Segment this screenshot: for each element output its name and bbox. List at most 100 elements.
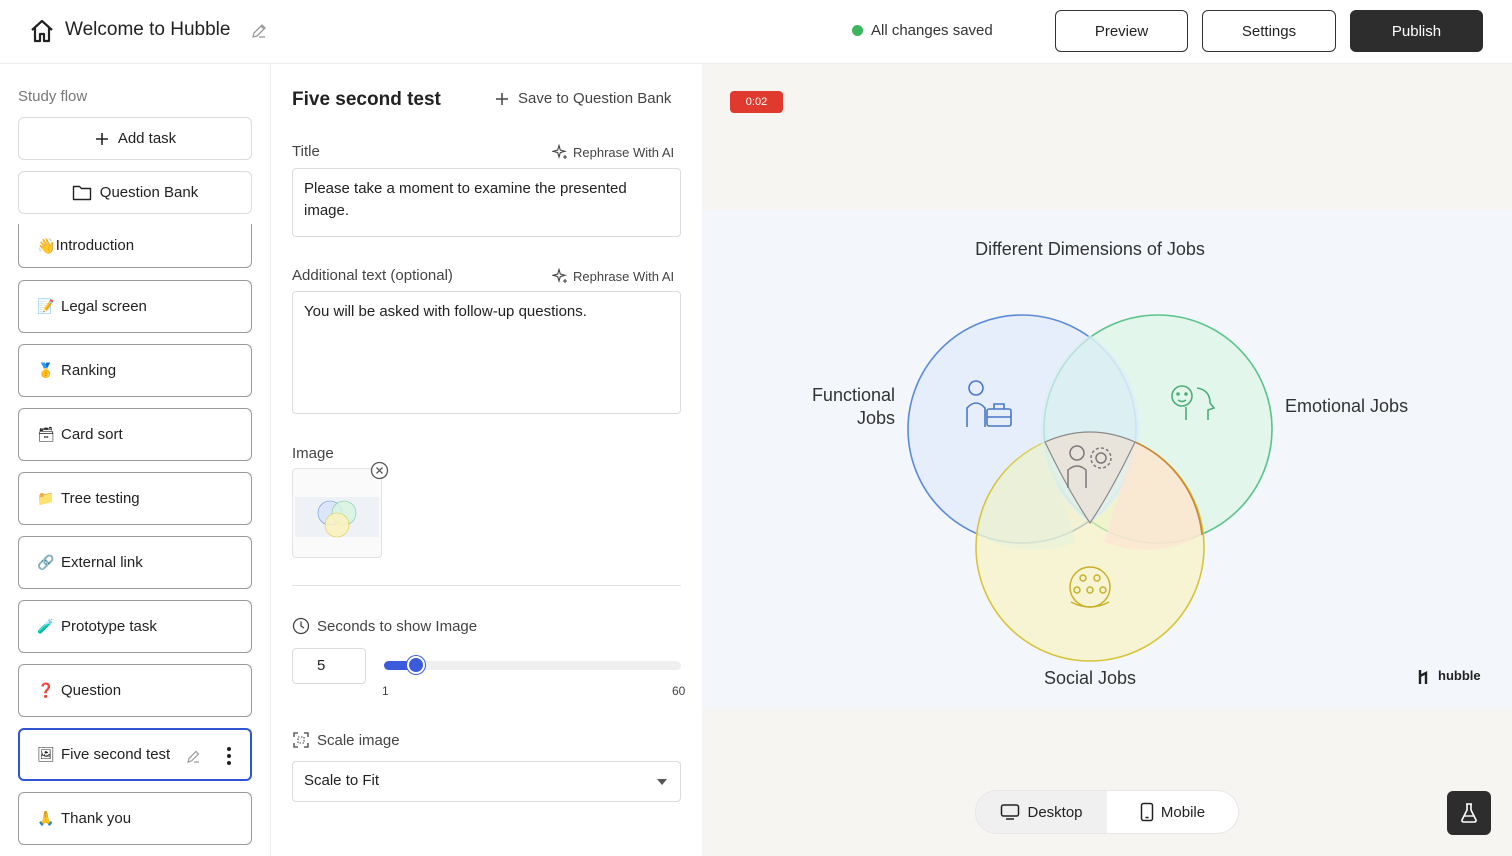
hubble-logo: hubble <box>1418 668 1481 684</box>
more-vertical-icon[interactable] <box>226 746 232 766</box>
question-mark-icon: ❓ <box>37 682 55 698</box>
timer-badge: 0:02 <box>730 91 783 113</box>
task-item-five-second-test[interactable]: 🖼 Five second test <box>18 728 252 781</box>
image-label: Image <box>292 445 334 462</box>
venn-thumbnail <box>295 497 379 538</box>
question-bank-label: Question Bank <box>99 184 199 201</box>
rephrase-with-ai-button[interactable]: Rephrase With AI <box>552 144 674 160</box>
title-input[interactable]: Please take a moment to examine the pres… <box>292 168 681 237</box>
desktop-toggle-button[interactable]: Desktop <box>976 791 1107 833</box>
social-label: Social Jobs <box>1044 668 1136 688</box>
additional-text-input[interactable]: You will be asked with follow-up questio… <box>292 291 681 414</box>
device-toggle: Desktop Mobile <box>975 790 1239 834</box>
task-item-card-sort[interactable]: 🗃 Card sort <box>18 408 252 461</box>
pencil-icon[interactable] <box>250 22 268 40</box>
study-flow-sidebar: Study flow Add task Question Bank 👋 Intr… <box>0 64 271 856</box>
seconds-slider-thumb[interactable] <box>407 656 426 674</box>
emotional-label: Emotional Jobs <box>1285 396 1408 416</box>
person-briefcase-icon <box>966 380 1012 427</box>
chevron-down-icon <box>657 779 667 785</box>
memo-icon: 📝 <box>37 298 55 314</box>
person-gear-icon <box>1067 445 1112 488</box>
test-tube-icon: 🧪 <box>37 618 55 634</box>
settings-button[interactable]: Settings <box>1202 10 1336 52</box>
save-to-bank-label: Save to Question Bank <box>518 90 672 107</box>
save-status-text: All changes saved <box>871 22 993 39</box>
phone-icon <box>1140 802 1154 822</box>
task-label: Prototype task <box>61 618 157 635</box>
task-label: Introduction <box>55 237 135 254</box>
task-label: Tree testing <box>61 490 140 507</box>
preview-button[interactable]: Preview <box>1055 10 1188 52</box>
question-bank-button[interactable]: Question Bank <box>18 171 252 214</box>
functional-label-line1: Functional <box>812 385 895 405</box>
top-bar: Welcome to Hubble All changes saved Prev… <box>0 0 1512 64</box>
card-box-icon: 🗃 <box>37 426 55 442</box>
plus-icon <box>496 92 508 105</box>
task-item-ranking[interactable]: 🥇 Ranking <box>18 344 252 397</box>
rephrase-label: Rephrase With AI <box>573 144 675 160</box>
remove-image-icon[interactable] <box>370 461 389 480</box>
seconds-slider-track[interactable] <box>384 661 681 670</box>
framed-picture-icon: 🖼 <box>37 746 55 762</box>
clock-icon <box>292 617 310 635</box>
preview-image-canvas: Different Dimensions of Jobs <box>702 210 1512 708</box>
task-item-legal-screen[interactable]: 📝 Legal screen <box>18 280 252 333</box>
hubble-logo-text: hubble <box>1438 668 1481 683</box>
scale-select[interactable]: Scale to Fit <box>292 761 681 802</box>
emotional-social-overlap <box>1104 442 1202 550</box>
image-thumbnail[interactable] <box>292 468 382 558</box>
folder-icon: 📁 <box>37 490 55 506</box>
task-item-introduction[interactable]: 👋 Introduction <box>18 224 252 268</box>
add-task-button[interactable]: Add task <box>18 117 252 160</box>
task-item-tree-testing[interactable]: 📁 Tree testing <box>18 472 252 525</box>
section-divider <box>292 585 681 586</box>
sparkle-icon <box>552 268 568 283</box>
flask-icon <box>1461 803 1477 823</box>
editor-heading: Five second test <box>292 89 441 110</box>
mobile-label: Mobile <box>1160 803 1206 821</box>
pencil-icon[interactable] <box>186 749 201 764</box>
task-item-question[interactable]: ❓ Question <box>18 664 252 717</box>
plus-icon <box>95 132 108 145</box>
publish-button[interactable]: Publish <box>1350 10 1483 52</box>
save-status: All changes saved <box>852 22 993 39</box>
save-to-question-bank-button[interactable]: Save to Question Bank <box>494 90 671 107</box>
seconds-input[interactable]: 5 <box>292 648 366 684</box>
status-dot <box>852 25 863 36</box>
rephrase-with-ai-button[interactable]: Rephrase With AI <box>552 268 674 284</box>
scale-select-value: Scale to Fit <box>304 772 380 789</box>
task-item-prototype-task[interactable]: 🧪 Prototype task <box>18 600 252 653</box>
task-label: External link <box>61 554 143 571</box>
home-icon[interactable] <box>28 17 56 45</box>
link-icon: 🔗 <box>37 554 55 570</box>
seconds-label-row: Seconds to show Image <box>292 617 477 635</box>
rephrase-label: Rephrase With AI <box>573 268 675 284</box>
face-head-icon <box>1171 385 1216 420</box>
scale-label: Scale image <box>317 731 400 749</box>
flask-button[interactable] <box>1447 791 1491 835</box>
additional-text-label: Additional text (optional) <box>292 267 453 284</box>
seconds-slider-fill <box>384 661 415 670</box>
task-label: Ranking <box>61 362 117 379</box>
task-item-external-link[interactable]: 🔗 External link <box>18 536 252 589</box>
seconds-label: Seconds to show Image <box>317 617 478 635</box>
functional-social-overlap <box>978 442 1076 550</box>
add-task-label: Add task <box>117 130 177 147</box>
group-icon <box>1069 566 1111 608</box>
scale-icon <box>293 732 309 748</box>
task-label: Thank you <box>61 810 132 827</box>
desktop-label: Desktop <box>1027 803 1083 821</box>
functional-label-line2: Jobs <box>857 408 895 428</box>
mobile-toggle-button[interactable]: Mobile <box>1107 791 1238 833</box>
medal-icon: 🥇 <box>37 362 55 378</box>
study-title: Welcome to Hubble <box>65 19 231 40</box>
slider-max-label: 60 <box>672 684 686 698</box>
task-item-thank-you[interactable]: 🙏 Thank you <box>18 792 252 845</box>
emotional-social-arc <box>1134 441 1203 536</box>
sidebar-title: Study flow <box>18 88 88 105</box>
venn-diagram: Different Dimensions of Jobs <box>812 239 1481 688</box>
title-label: Title <box>292 143 320 160</box>
wave-icon: 👋 <box>37 237 56 255</box>
monitor-icon <box>1001 804 1020 820</box>
